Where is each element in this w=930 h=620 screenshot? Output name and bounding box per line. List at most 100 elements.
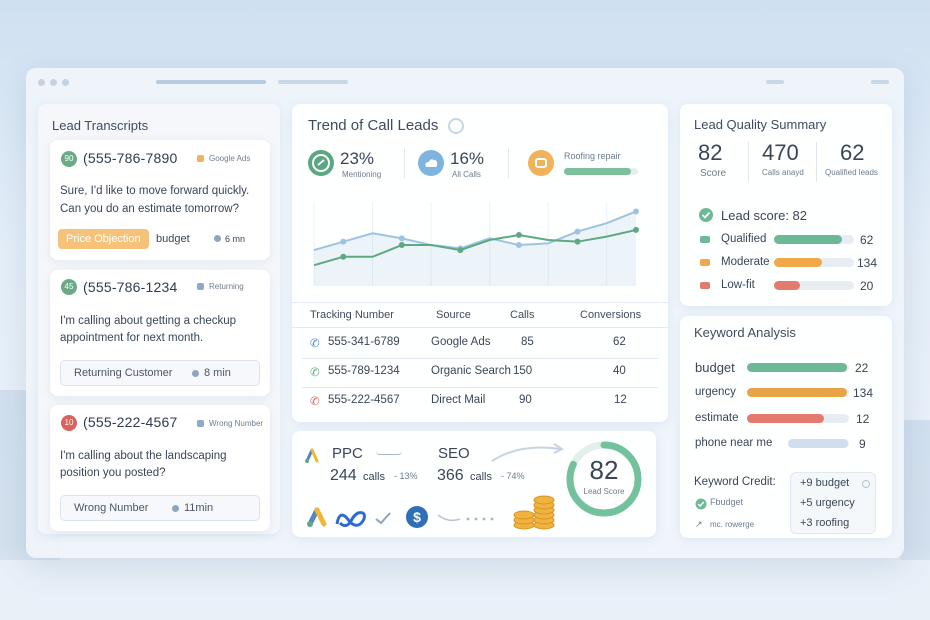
table-divider <box>292 302 668 303</box>
coin-stack-icon <box>513 495 555 530</box>
table-divider <box>292 327 668 328</box>
seo-change: - 74% <box>501 471 525 481</box>
call-duration: 8 min <box>204 367 231 379</box>
tracking-number: 555-341-6789 <box>328 336 400 348</box>
data-point[interactable] <box>515 231 522 238</box>
check-icon <box>375 512 391 525</box>
data-point[interactable] <box>574 238 581 245</box>
summary-stat-label: Calls anayd <box>762 168 804 177</box>
google-ads-logo-icon <box>307 507 327 527</box>
stat-value: 23% <box>340 149 375 168</box>
keyword-bar <box>788 439 849 448</box>
channels-panel: PPC 244 calls - 13% SEO 366 calls - 74% … <box>292 431 656 537</box>
credit-value: +3 roofing <box>800 517 850 529</box>
keyword-label: estimate <box>695 412 739 424</box>
transcript-line: I'm calling about getting a checkup <box>60 315 237 327</box>
panel-title: Lead Transcripts <box>52 118 149 133</box>
ppc-calls: 244 <box>330 467 357 484</box>
arrow-icon <box>376 451 402 455</box>
data-point[interactable] <box>457 247 464 254</box>
quality-value: 20 <box>860 279 874 293</box>
data-point[interactable] <box>515 242 522 249</box>
info-icon[interactable] <box>862 480 870 488</box>
chart-area <box>314 211 636 286</box>
bar-fill <box>788 439 848 448</box>
panel-title: Lead Quality Summary <box>694 117 827 132</box>
user-icon <box>214 235 221 242</box>
window-dot[interactable] <box>50 79 57 86</box>
credit-value: +5 urgency <box>800 497 855 509</box>
quality-label: Low-fit <box>721 279 755 291</box>
user-icon <box>172 505 179 512</box>
row-calls: 85 <box>521 336 534 348</box>
stat-label: Roofing repair <box>564 151 621 161</box>
summary-stat-label: Qualified leads <box>825 168 878 177</box>
cloud-icon <box>418 150 444 176</box>
data-point[interactable] <box>340 253 347 260</box>
keyword-credit-box: +9 budget +5 urgency +3 roofing <box>790 472 876 534</box>
quality-value: 62 <box>860 233 874 247</box>
window-dot[interactable] <box>38 79 45 86</box>
quality-bar <box>774 258 854 267</box>
tag-label: Wrong Number <box>74 502 149 514</box>
series-line-0 <box>313 210 637 252</box>
data-point[interactable] <box>398 242 405 249</box>
row-calls: 150 <box>513 365 533 377</box>
info-icon[interactable] <box>448 118 464 134</box>
transcript-card[interactable]: 10 (555-222-4567 Wrong Number I'm callin… <box>50 405 270 531</box>
source-label: Google Ads <box>209 154 251 163</box>
user-icon <box>192 370 199 377</box>
check-circle-icon <box>699 208 713 222</box>
keyword-label: phone near me <box>695 437 773 449</box>
quality-bar <box>774 235 854 244</box>
data-point[interactable] <box>574 228 581 235</box>
lead-score-text: Lead score: 82 <box>721 208 808 223</box>
price-objection-tag[interactable]: Price Objection <box>58 229 149 249</box>
lead-quality-panel: Lead Quality Summary 82 Score 470 Calls … <box>680 104 892 306</box>
ppc-change: - 13% <box>394 471 418 481</box>
summary-stat-value: 62 <box>840 140 865 165</box>
keyword-bar <box>747 388 849 397</box>
titlebar-control[interactable] <box>871 80 889 84</box>
summary-stat-value: 470 <box>762 140 799 165</box>
google-ads-icon <box>305 448 319 463</box>
qualified-icon <box>700 236 710 243</box>
lead-score-label: Lead Score <box>583 487 625 496</box>
quality-label: Moderate <box>721 256 770 268</box>
wrong-number-icon <box>197 420 204 427</box>
panel-title: Trend of Call Leads <box>308 117 439 134</box>
keyword-bar <box>747 414 849 423</box>
table-header: Tracking Number <box>310 309 394 321</box>
phone-icon: ✆ <box>310 396 320 408</box>
meta-icon <box>335 511 366 527</box>
trend-panel: Trend of Call Leads 23% Mentioning 16% A… <box>292 104 668 422</box>
transcript-card[interactable]: 45 (555-786-1234 Returning I'm calling a… <box>50 270 270 396</box>
returning-customer-tag[interactable]: Returning Customer 8 min <box>60 360 260 386</box>
lead-score-value: 82 <box>589 455 619 485</box>
transcript-line: Can you do an estimate tomorrow? <box>60 203 239 215</box>
data-point[interactable] <box>398 235 405 242</box>
window-dot[interactable] <box>62 79 69 86</box>
title-bar <box>26 68 904 94</box>
lead-score-badge: 45 <box>61 279 77 295</box>
transcript-card[interactable]: 90 (555-786-7890 Google Ads Sure, I'd li… <box>50 140 270 260</box>
curved-arrow-icon <box>491 443 565 462</box>
ppc-label: PPC <box>332 445 363 462</box>
table-header: Calls <box>510 309 535 321</box>
source-label: Returning <box>209 282 244 291</box>
address-bar <box>156 80 266 84</box>
transcript-line: position you posted? <box>60 467 166 479</box>
keyword-bar <box>747 363 849 372</box>
toolbox-icon <box>528 150 554 176</box>
data-point[interactable] <box>633 208 639 215</box>
data-point[interactable] <box>340 238 347 245</box>
series-line-1 <box>313 228 637 267</box>
seo-calls: 366 <box>437 467 464 484</box>
wrong-number-tag[interactable]: Wrong Number 11min <box>60 495 260 521</box>
row-source: Organic Search <box>431 365 511 377</box>
returning-icon <box>197 283 204 290</box>
data-point[interactable] <box>633 226 639 233</box>
roofing-progress-bar <box>564 168 638 175</box>
keyword-value: 134 <box>853 386 874 400</box>
titlebar-control[interactable] <box>766 80 784 84</box>
